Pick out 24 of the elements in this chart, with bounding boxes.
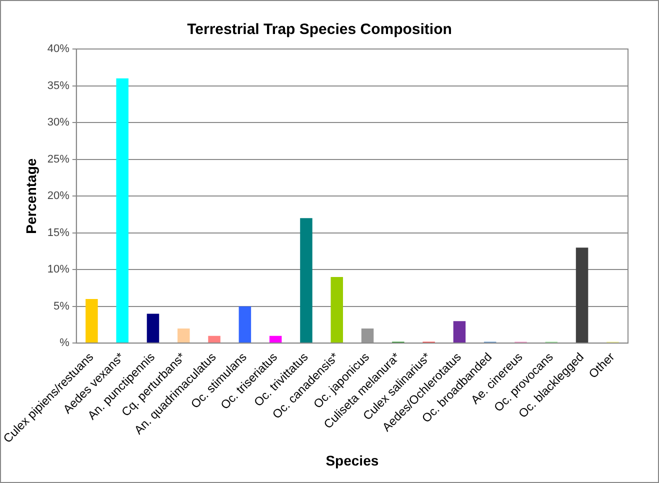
bar — [208, 336, 220, 343]
bar — [300, 218, 312, 343]
y-tick-label: 15% — [47, 226, 70, 239]
x-axis-title: Species — [326, 452, 379, 468]
y-axis-title: Percentage — [22, 158, 39, 234]
bar — [330, 276, 343, 343]
bar — [269, 336, 282, 343]
bar — [146, 314, 160, 343]
bar — [238, 306, 252, 343]
bar — [178, 328, 190, 343]
bar — [453, 321, 466, 343]
y-tick-label: 40% — [47, 43, 70, 56]
y-tick-label: 25% — [47, 153, 70, 166]
bar — [116, 78, 128, 343]
y-tick-label: 5% — [53, 300, 70, 312]
y-tick-label: 10% — [47, 264, 70, 276]
y-tick-label: 35% — [47, 80, 70, 92]
y-tick-label: % — [60, 337, 70, 350]
y-tick-label: 30% — [47, 116, 70, 129]
bar — [361, 328, 374, 343]
chart-title: Terrestrial Trap Species Composition — [187, 21, 452, 38]
bar — [576, 248, 588, 343]
y-tick-label: 20% — [47, 190, 70, 202]
bar — [86, 299, 98, 343]
